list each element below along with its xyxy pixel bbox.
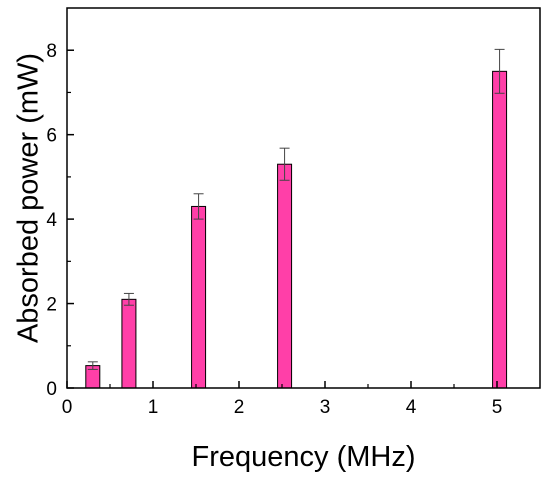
x-tick-label: 4 bbox=[406, 397, 417, 418]
x-axis-ticks: 0 1 2 3 4 5 bbox=[62, 381, 503, 418]
x-tick-label: 0 bbox=[62, 397, 73, 418]
x-tick-label: 5 bbox=[492, 397, 503, 418]
bars-layer bbox=[85, 70, 508, 389]
bar bbox=[492, 70, 508, 389]
error-bar bbox=[193, 193, 204, 220]
y-tick-label: 0 bbox=[46, 379, 57, 400]
y-tick-label: 2 bbox=[46, 295, 57, 316]
y-tick-label: 8 bbox=[46, 41, 57, 62]
y-tick-label: 6 bbox=[46, 126, 57, 147]
x-tick-label: 1 bbox=[148, 397, 159, 418]
bar bbox=[121, 298, 137, 389]
y-axis-ticks: 0 2 4 6 8 bbox=[46, 41, 74, 400]
error-bar bbox=[279, 147, 290, 181]
plot-frame bbox=[66, 7, 541, 389]
error-bars-layer bbox=[87, 48, 505, 370]
y-axis-title: Absorbed power (mW) bbox=[13, 53, 45, 343]
bar bbox=[191, 205, 207, 389]
x-tick-label: 3 bbox=[320, 397, 331, 418]
x-axis-title: Frequency (MHz) bbox=[192, 441, 416, 473]
error-bar bbox=[123, 292, 134, 306]
error-bar bbox=[87, 361, 98, 370]
y-tick-label: 4 bbox=[46, 210, 57, 231]
bar bbox=[277, 163, 293, 389]
x-tick-label: 2 bbox=[234, 397, 245, 418]
error-bar bbox=[494, 48, 505, 94]
